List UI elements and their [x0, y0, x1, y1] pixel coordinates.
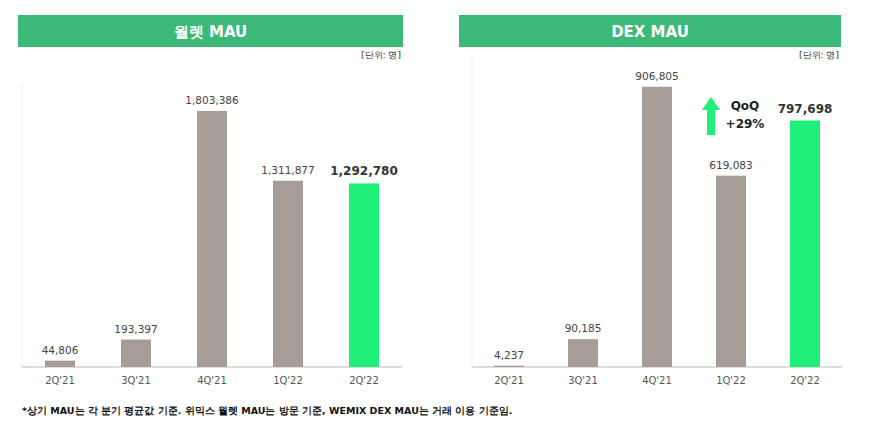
bar [568, 339, 598, 367]
bar [790, 121, 820, 367]
data-label: 797,698 [778, 102, 833, 116]
unit-label: [단위: 명] [361, 50, 401, 60]
chart-panel: 월렛 MAU [단위: 명] 44,806 2Q'21 193,397 3Q'21 1,80… [18, 15, 403, 386]
data-label: 193,397 [114, 323, 157, 335]
annotation: QoQ [731, 99, 760, 113]
data-label: 1,803,386 [185, 94, 239, 106]
data-label: 1,292,780 [330, 164, 398, 178]
title-band [18, 15, 403, 47]
bars [494, 87, 820, 367]
x-tick-label: 2Q'21 [45, 375, 75, 386]
data-label: 4,237 [494, 349, 524, 361]
bar [716, 176, 746, 367]
bar [642, 87, 672, 367]
x-tick-label: 2Q'22 [349, 375, 379, 386]
annotation-arrow [702, 97, 720, 135]
footnote: *상기 MAU는 각 분기 평균값 기준. 위믹스 월렛 MAU는 방문 기준,… [22, 405, 512, 416]
x-tick-label: 3Q'21 [568, 375, 598, 386]
chart-title: 월렛 MAU [174, 23, 247, 41]
data-label: 44,806 [42, 344, 79, 356]
bar [45, 361, 75, 367]
y-range-line [22, 83, 23, 367]
data-label: 619,083 [709, 159, 752, 171]
data-label: 906,805 [635, 70, 678, 82]
chart-title: DEX MAU [611, 23, 689, 41]
x-tick-label: 3Q'21 [121, 375, 151, 386]
x-tick-label: 4Q'21 [642, 375, 672, 386]
x-tick-label: 1Q'22 [273, 375, 303, 386]
chart-canvas: 월렛 MAU [단위: 명] 44,806 2Q'21 193,397 3Q'21 1,80… [0, 0, 872, 433]
x-tick-label: 1Q'22 [716, 375, 746, 386]
x-tick-label: 2Q'22 [790, 375, 820, 386]
unit-label: [단위: 명] [799, 50, 839, 60]
bars [45, 111, 379, 367]
annotation: +29% [726, 117, 765, 131]
bar [273, 181, 303, 367]
x-tick-label: 2Q'21 [494, 375, 524, 386]
y-range-line [472, 58, 473, 367]
chart-panel: DEX MAU [단위: 명] 4,237 2Q'21 90,185 3Q'21 906,8… [459, 15, 842, 386]
title-band [459, 15, 841, 47]
x-tick-label: 4Q'21 [197, 375, 227, 386]
data-label: 1,311,877 [261, 164, 314, 176]
bar [197, 111, 227, 367]
bar [494, 366, 524, 367]
bar [121, 340, 151, 367]
data-label: 90,185 [565, 322, 602, 334]
bar [349, 183, 379, 367]
